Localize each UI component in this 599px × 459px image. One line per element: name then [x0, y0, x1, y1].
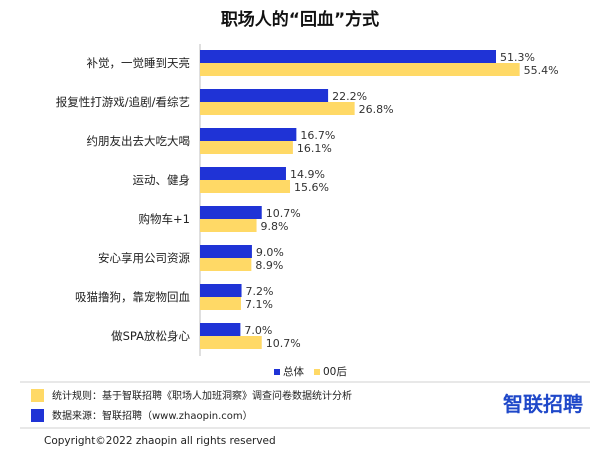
notes: 统计规则：基于智联招聘《职场人加班洞察》调查问卷数据统计分析数据来源：智联招聘（…	[31, 389, 352, 422]
category-label: 补觉，一觉睡到天亮	[87, 56, 191, 70]
data-label: 16.1%	[297, 142, 332, 155]
category-label: 约朋友出去大吃大喝	[87, 134, 191, 148]
legend-swatch-overall	[274, 369, 280, 375]
bar-gen00	[200, 180, 291, 193]
bar-overall	[200, 284, 242, 297]
stat-rule-note: 统计规则：基于智联招聘《职场人加班洞察》调查问卷数据统计分析	[52, 389, 352, 402]
note-square-icon-blue	[31, 409, 44, 422]
copyright-text: Copyright©2022 zhaopin all rights reserv…	[44, 435, 276, 447]
legend-label-overall: 总体	[283, 365, 304, 378]
bar-gen00	[200, 336, 262, 349]
bar-overall	[200, 89, 329, 102]
chart-title: 职场人的“回血”方式	[221, 9, 379, 30]
category-label: 做SPA放松身心	[111, 329, 190, 343]
data-label: 26.8%	[359, 103, 394, 116]
bar-gen00	[200, 102, 355, 115]
data-label: 9.8%	[261, 220, 289, 233]
bar-overall	[200, 50, 497, 63]
data-label: 10.7%	[266, 207, 301, 220]
data-label: 16.7%	[300, 129, 335, 142]
legend: 总体 00后	[274, 365, 347, 378]
data-label: 9.0%	[256, 246, 284, 259]
category-label: 运动、健身	[133, 173, 191, 187]
bar-overall	[200, 245, 252, 258]
category-label: 安心享用公司资源	[98, 251, 190, 265]
logo-wordmark: 智联招聘	[503, 392, 583, 416]
bar-gen00	[200, 141, 293, 154]
category-label: 吸猫撸狗，靠宠物回血	[75, 290, 190, 304]
category-label: 购物车+1	[139, 212, 190, 226]
bar-gen00	[200, 297, 241, 310]
bar-gen00	[200, 63, 520, 76]
data-label: 8.9%	[255, 259, 283, 272]
plot-area: 补觉，一觉睡到天亮 51.3%55.4% 报复性打游戏/追剧/看综艺 22.2%26.…	[56, 50, 559, 350]
data-label: 10.7%	[266, 337, 301, 350]
data-label: 7.1%	[245, 298, 273, 311]
data-label: 22.2%	[332, 90, 367, 103]
data-label: 55.4%	[524, 64, 559, 77]
data-label: 7.2%	[246, 285, 274, 298]
category-label: 报复性打游戏/追剧/看综艺	[56, 95, 190, 109]
bar-overall	[200, 323, 241, 336]
data-label: 15.6%	[294, 181, 329, 194]
bar-overall	[200, 128, 297, 141]
data-label: 14.9%	[290, 168, 325, 181]
bar-overall	[200, 167, 286, 180]
bar-overall	[200, 206, 262, 219]
note-square-icon-yellow	[31, 389, 44, 402]
bar-gen00	[200, 258, 252, 271]
data-label: 7.0%	[244, 324, 272, 337]
legend-label-gen00: 00后	[323, 366, 347, 378]
bar-gen00	[200, 219, 257, 232]
legend-swatch-gen00	[314, 369, 320, 375]
data-label: 51.3%	[500, 51, 535, 64]
data-source-note: 数据来源：智联招聘（www.zhaopin.com）	[52, 409, 253, 422]
